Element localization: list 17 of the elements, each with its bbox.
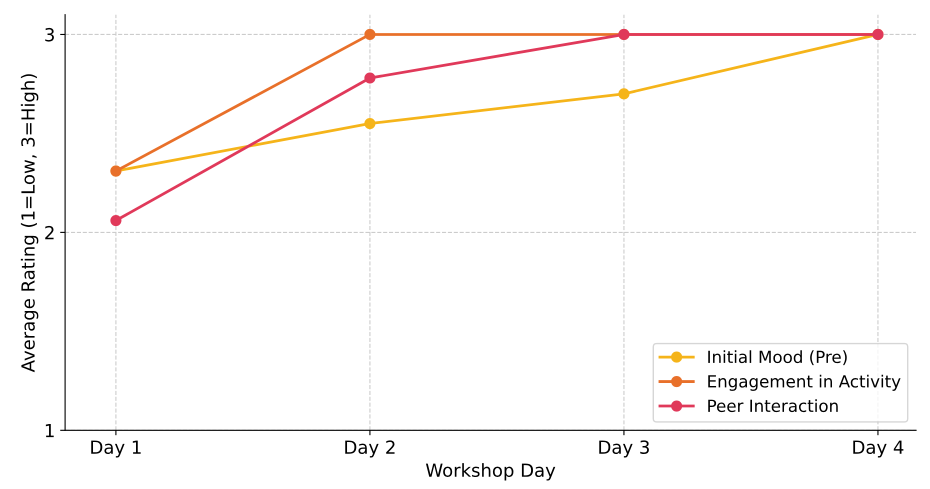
- y-tick-label: 3: [45, 28, 54, 42]
- legend-label: Peer Interaction: [708, 399, 838, 412]
- y-axis-title: Average Rating (1=Low, 3=High): [20, 74, 38, 372]
- y-tick-label: 2: [45, 226, 54, 240]
- legend-label: Engagement in Activity: [708, 374, 901, 391]
- x-axis-title: Workshop Day: [426, 463, 556, 481]
- point: [364, 118, 376, 130]
- y-tick-label: 1: [46, 424, 54, 438]
- x-tick-label: Day 2: [345, 440, 395, 458]
- point: [364, 28, 376, 40]
- x-tick-label: Day 1: [91, 440, 141, 458]
- point: [364, 72, 376, 84]
- point: [110, 214, 122, 226]
- x-tick-label: Day 3: [599, 440, 649, 458]
- legend-label: Initial Mood (Pre): [708, 350, 847, 366]
- x-tick-label: Day 4: [853, 440, 904, 458]
- point: [618, 88, 630, 100]
